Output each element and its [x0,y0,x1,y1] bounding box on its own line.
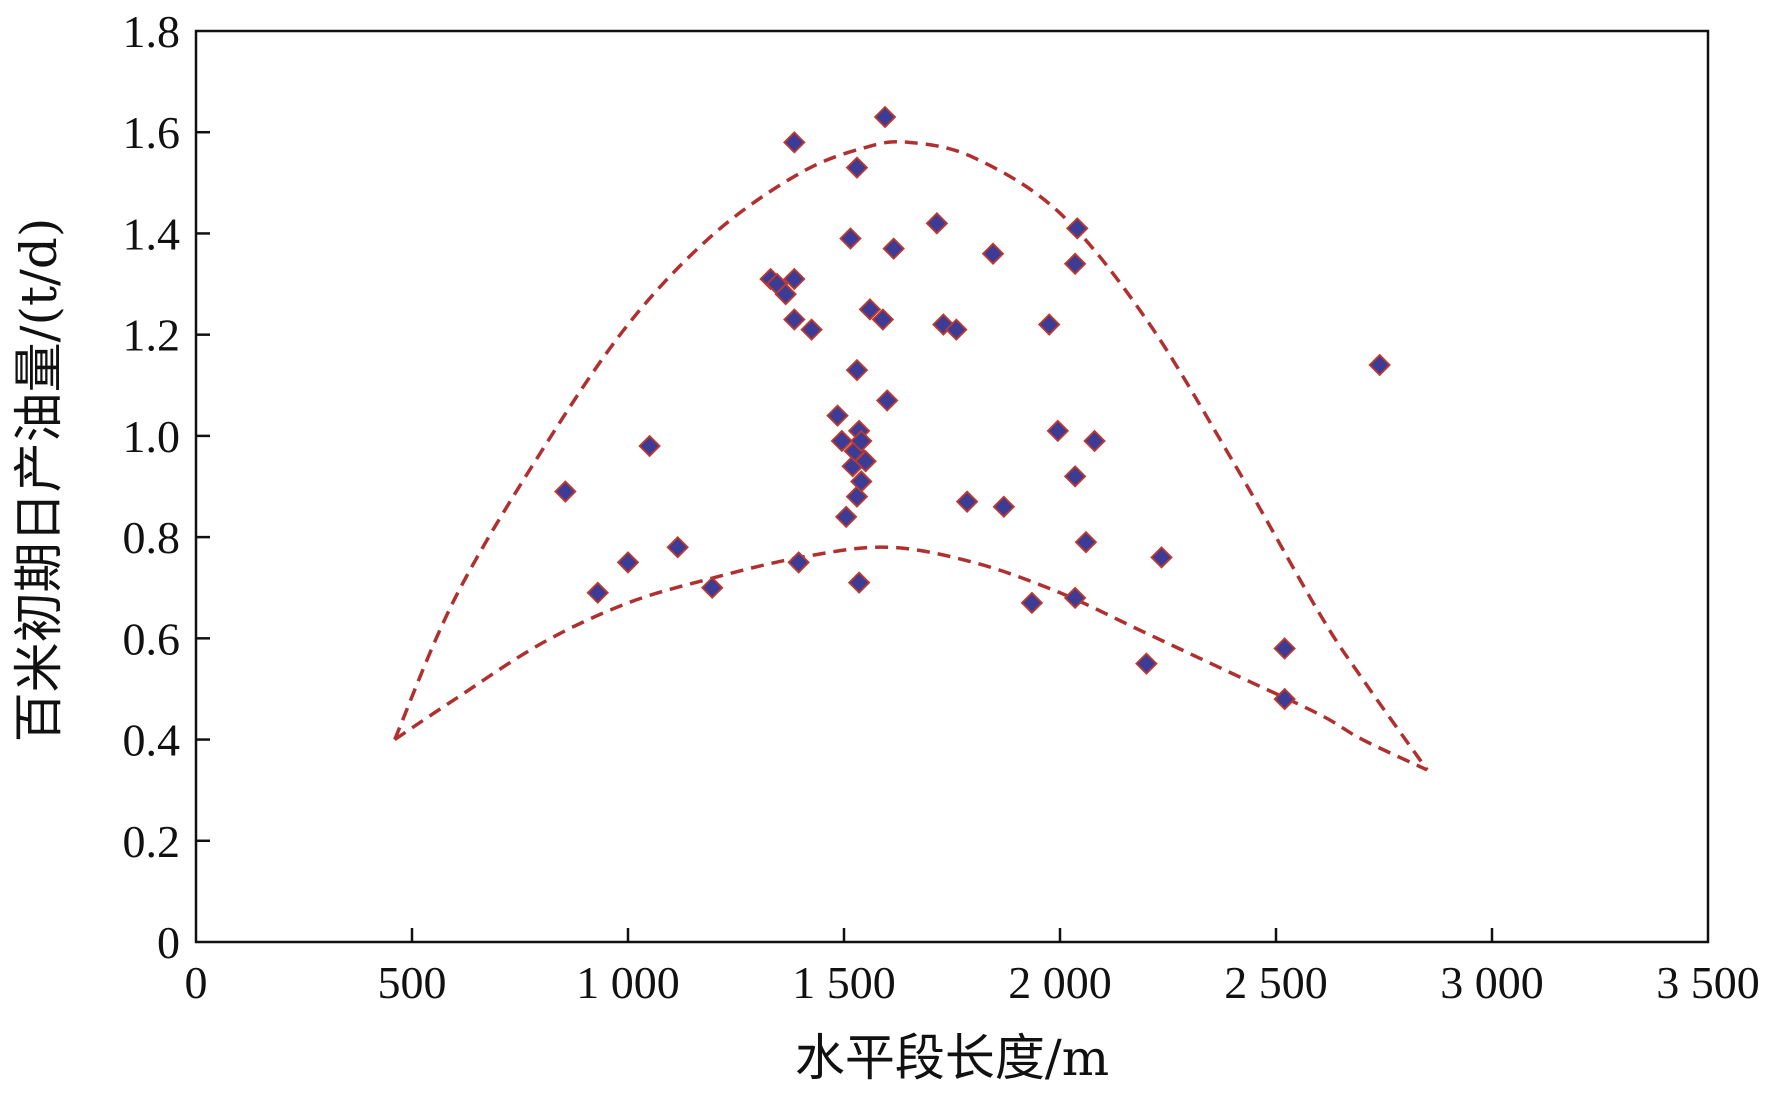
x-axis-title: 水平段长度/m [795,1029,1109,1087]
data-point [1037,313,1061,336]
data-point [882,237,905,260]
data-point [858,298,882,321]
data-point [1063,252,1087,276]
data-point [847,571,871,594]
x-tick-label: 0 [185,957,208,1008]
data-point [925,212,949,235]
data-point [834,505,858,529]
data-point [783,131,806,154]
data-point [1083,429,1106,453]
data-point [783,308,806,331]
data-point [774,282,797,306]
data-point [955,490,979,513]
y-tick-label: 0 [157,917,180,968]
y-tick-label: 1.2 [123,310,181,361]
data-points [554,105,1391,711]
y-tick-label: 0.8 [123,512,181,563]
y-tick-label: 0.2 [123,816,181,867]
data-point [1074,530,1098,554]
data-point [787,551,810,574]
data-point [638,434,661,458]
data-point [1368,353,1391,377]
data-point [1273,687,1296,711]
data-point [992,495,1016,519]
data-point [875,389,899,412]
envelope-curves [393,139,1429,772]
data-point [1066,217,1089,240]
data-point [1046,419,1070,443]
axis-ticks: 0 500 1 000 1 500 2 000 2 500 3 000 3 500 0 0.2 0.… [123,6,1760,1008]
data-point [586,581,610,605]
y-tick-label: 1.6 [123,107,181,158]
y-tick-label: 0.4 [123,715,181,766]
x-tick-label: 500 [378,957,447,1008]
y-tick-label: 1.4 [123,208,181,259]
upper-envelope-curve [393,139,1429,771]
data-point [854,449,877,473]
data-point [1020,591,1044,615]
data-point [981,242,1005,265]
x-tick-label: 2 000 [1008,957,1112,1008]
data-point [839,227,862,250]
data-point [845,156,869,179]
x-tick-label: 1 000 [576,957,680,1008]
data-point [826,404,849,427]
y-axis-title: 百米初期日产油量/(t/d) [10,218,68,743]
data-point [783,267,806,291]
y-tick-label: 0.6 [123,613,181,664]
data-point [700,576,724,599]
data-point [873,105,897,129]
y-tick-label: 1.8 [123,6,181,57]
data-point [1150,546,1173,569]
data-point [1273,637,1296,660]
data-point [1135,652,1158,675]
data-point [666,535,689,559]
data-point [830,429,854,453]
data-point [850,470,873,493]
data-point [1063,586,1087,610]
x-tick-label: 2 500 [1224,957,1328,1008]
data-point [845,358,869,382]
data-point [871,308,895,331]
data-point [1063,465,1087,488]
data-point [554,480,577,503]
data-point [945,318,968,341]
data-point [616,551,640,574]
data-point [800,318,823,341]
data-point [850,429,873,453]
y-tick-label: 1.0 [123,411,181,462]
x-tick-label: 1 500 [792,957,896,1008]
lower-envelope-curve [393,545,1428,772]
plot-area-frame [194,29,1710,944]
x-tick-label: 3 500 [1656,957,1760,1008]
x-tick-label: 3 000 [1440,957,1544,1008]
